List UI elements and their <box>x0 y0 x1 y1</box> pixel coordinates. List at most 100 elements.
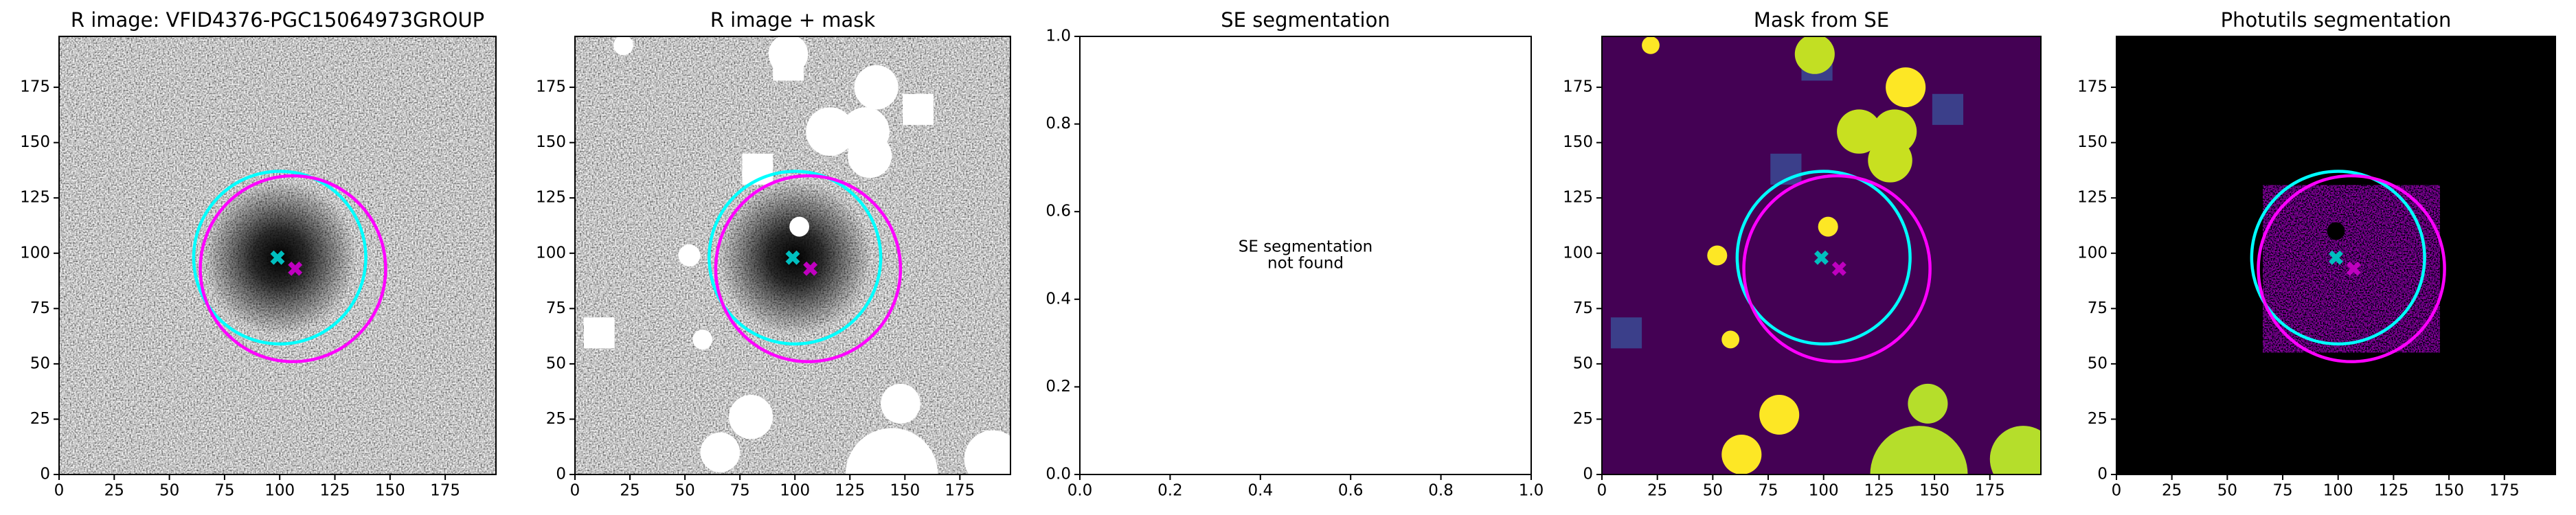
mask-region <box>1759 395 1800 435</box>
x-tick-label: 25 <box>620 482 640 500</box>
x-tick-label: 175 <box>945 482 975 500</box>
mask-region <box>700 432 741 472</box>
x-tick-label: 125 <box>2378 482 2408 500</box>
y-tick-label: 150 <box>20 133 50 151</box>
y-tick-label: 0.4 <box>1046 290 1071 308</box>
y-tick-label: 0 <box>40 466 50 483</box>
y-tick-label: 125 <box>20 189 50 207</box>
center-marker <box>288 261 303 276</box>
panel-title: Photutils segmentation <box>2221 8 2452 32</box>
mask-region <box>768 36 809 74</box>
y-tick-label: 100 <box>20 244 50 262</box>
image-area <box>1080 36 1531 474</box>
mask-box <box>903 93 934 125</box>
y-tick-label: 150 <box>2077 133 2108 151</box>
aperture <box>2257 174 2446 363</box>
panel: 0 25 50 75 100 125 150 175 0 25 50 75 100 125 150 175 R … <box>20 8 497 500</box>
axes-frame <box>2116 36 2556 475</box>
y-tick-label: 1.0 <box>1046 27 1071 45</box>
x-tick-label: 50 <box>2217 482 2237 500</box>
y-tick-label: 0 <box>1583 466 1593 483</box>
aperture <box>2250 170 2426 346</box>
mask-region <box>692 329 713 350</box>
axes-frame <box>58 36 497 475</box>
mask-region <box>1868 138 1912 183</box>
x-tick-label: 75 <box>1758 482 1778 500</box>
mask-box <box>1932 93 1964 125</box>
x-tick-label: 75 <box>730 482 750 500</box>
x-tick-label: 50 <box>1703 482 1723 500</box>
image-area <box>59 36 496 474</box>
mask-region <box>1721 435 1762 474</box>
mask-region <box>1818 216 1838 237</box>
mask-region <box>1721 330 1740 349</box>
y-tick-label: 175 <box>2077 78 2108 96</box>
center-marker <box>785 250 800 265</box>
x-tick-label: 125 <box>835 482 865 500</box>
y-tick-label: 50 <box>1573 354 1593 372</box>
y-tick-label: 125 <box>2077 189 2108 207</box>
panel-title: SE segmentation <box>1221 8 1390 32</box>
x-tick-label: 0.2 <box>1157 482 1183 500</box>
center-marker <box>270 250 285 265</box>
x-tick-label: 150 <box>890 482 920 500</box>
x-tick-label: 0.4 <box>1248 482 1274 500</box>
x-tick-label: 125 <box>320 482 350 500</box>
y-tick-label: 100 <box>536 244 566 262</box>
axes-frame <box>1601 36 2042 475</box>
annotation: SE segmentation <box>1239 238 1372 256</box>
x-tick-label: 100 <box>264 482 295 500</box>
x-tick-label: 125 <box>1864 482 1894 500</box>
y-tick-label: 75 <box>2088 299 2108 317</box>
x-tick-label: 0 <box>1597 482 1607 500</box>
y-tick-label: 75 <box>30 299 50 317</box>
aperture <box>714 174 903 363</box>
mask-region <box>881 383 920 424</box>
panel-title: R image: VFID4376-PGC15064973GROUP <box>71 8 484 32</box>
y-tick-label: 25 <box>2088 410 2108 428</box>
x-tick-label: 75 <box>2272 482 2292 500</box>
mask-region <box>1642 36 1660 54</box>
image-area <box>2116 36 2555 474</box>
mask-region <box>806 107 855 156</box>
segment-core <box>2327 222 2345 240</box>
y-tick-label: 0 <box>556 466 566 483</box>
mask-region <box>1794 36 1835 74</box>
y-tick-label: 50 <box>2088 354 2108 372</box>
y-tick-label: 125 <box>1563 189 1593 207</box>
x-tick-label: 100 <box>780 482 810 500</box>
y-tick-label: 125 <box>536 189 566 207</box>
mask-region <box>845 428 938 474</box>
mask-box <box>1610 317 1642 349</box>
x-tick-label: 75 <box>214 482 234 500</box>
axes-frame <box>574 36 1011 475</box>
y-tick-label: 0.6 <box>1046 203 1071 220</box>
mask-region <box>848 133 892 179</box>
center-marker <box>2329 250 2343 265</box>
y-tick-label: 0.0 <box>1046 466 1071 483</box>
mask-region <box>613 36 633 56</box>
x-tick-label: 100 <box>1809 482 1839 500</box>
x-tick-label: 0.6 <box>1338 482 1364 500</box>
mask-region <box>964 430 1010 474</box>
x-tick-label: 175 <box>1975 482 2005 500</box>
mask-region <box>1886 67 1926 108</box>
y-tick-label: 25 <box>30 410 50 428</box>
panel: 0 25 50 75 100 125 150 175 0 25 50 75 100 125 150 175 Ph… <box>2077 8 2556 500</box>
panel-title: Mask from SE <box>1754 8 1889 32</box>
x-tick-label: 175 <box>2489 482 2520 500</box>
image-area <box>575 36 1010 474</box>
aperture <box>192 170 368 346</box>
x-tick-label: 0.8 <box>1428 482 1454 500</box>
center-marker <box>1814 250 1829 265</box>
center-marker <box>1831 261 1846 276</box>
axes-frame <box>1079 36 1532 475</box>
x-tick-label: 25 <box>1647 482 1667 500</box>
x-tick-label: 175 <box>430 482 460 500</box>
x-tick-label: 50 <box>159 482 179 500</box>
y-tick-label: 75 <box>546 299 566 317</box>
mask-region <box>854 65 899 110</box>
